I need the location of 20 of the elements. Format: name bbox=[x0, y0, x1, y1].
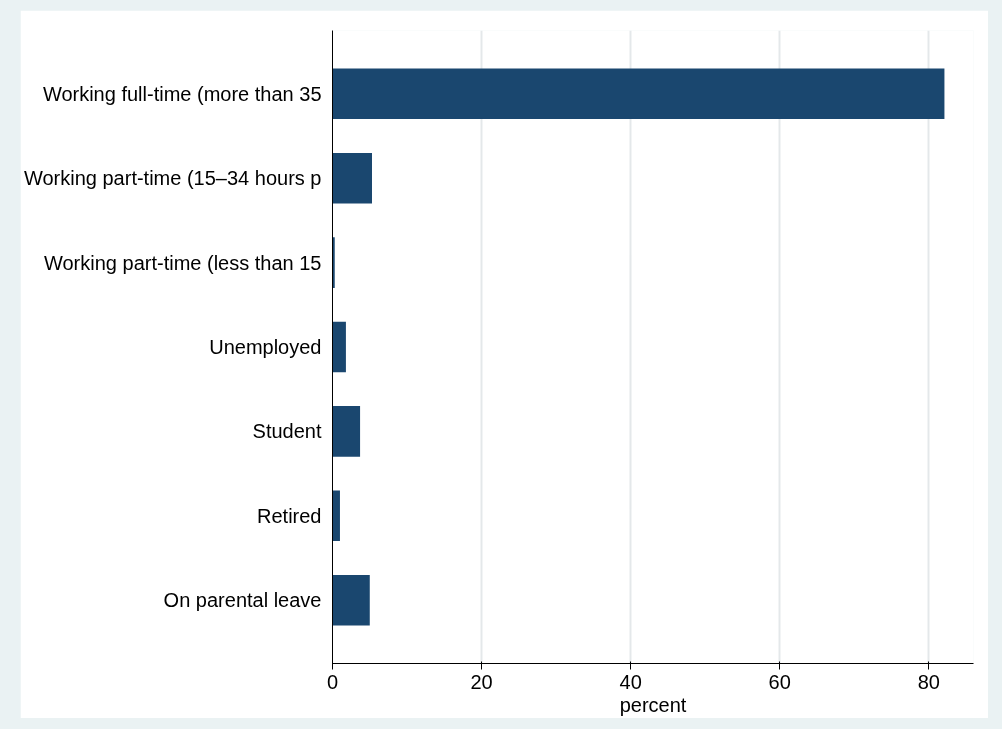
bar bbox=[332, 574, 370, 626]
bar bbox=[332, 321, 346, 373]
y-tick-label: Working part-time (less than 15 bbox=[43, 251, 322, 274]
y-tick-label: On parental leave bbox=[163, 589, 322, 612]
y-tick-label: Unemployed bbox=[209, 336, 322, 358]
y-tick-label: Student bbox=[252, 420, 322, 443]
x-axis-title: percent bbox=[619, 693, 687, 716]
bar bbox=[332, 152, 372, 204]
bar bbox=[332, 406, 361, 457]
x-tick-label: 20 bbox=[470, 670, 493, 693]
y-tick-label: Working part-time (15–34 hours p bbox=[23, 167, 322, 190]
y-tick-label: Retired bbox=[257, 504, 322, 527]
bar bbox=[332, 68, 945, 120]
y-tick-label: Working full-time (more than 35 bbox=[42, 82, 322, 105]
bar bbox=[332, 490, 340, 542]
bar bbox=[332, 237, 335, 288]
x-tick-label: 0 bbox=[326, 670, 339, 693]
x-tick-label: 60 bbox=[768, 670, 791, 693]
x-tick-label: 40 bbox=[619, 670, 642, 693]
x-tick-label: 80 bbox=[917, 670, 940, 693]
